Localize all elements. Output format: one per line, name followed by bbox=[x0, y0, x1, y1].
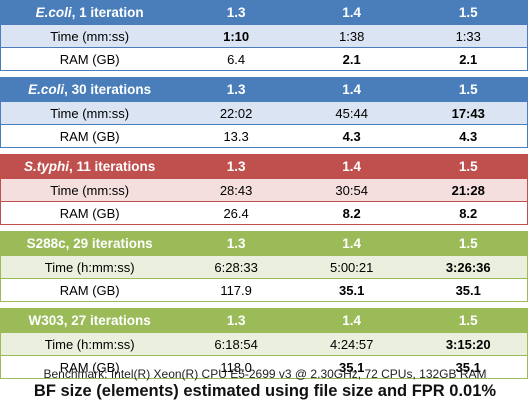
row-label: RAM (GB) bbox=[59, 128, 120, 144]
block-title: E.coli, 1 iteration bbox=[1, 5, 178, 20]
table-cell: 6.4 bbox=[227, 51, 246, 67]
row-label: RAM (GB) bbox=[59, 205, 120, 221]
row-label: RAM (GB) bbox=[59, 359, 120, 375]
block-title: S.typhi, 11 iterations bbox=[1, 159, 178, 174]
table-cell: 118.0 bbox=[220, 359, 252, 375]
block-title-detail: , 1 iteration bbox=[71, 5, 144, 20]
table-block-ecoli-1: E.coli, 1 iteration 1.3 1.4 1.5 Time (mm… bbox=[0, 0, 528, 71]
column-header: 1.4 bbox=[342, 5, 362, 20]
block-title-organism: E.coli bbox=[28, 82, 65, 97]
table-block-ecoli-30: E.coli, 30 iterations 1.3 1.4 1.5 Time (… bbox=[0, 77, 528, 148]
block-header: S288c, 29 iterations 1.3 1.4 1.5 bbox=[0, 231, 528, 256]
table-cell: 5:00:21 bbox=[329, 259, 374, 275]
block-title-detail: , 11 iterations bbox=[69, 159, 156, 174]
table-cell: 35.1 bbox=[339, 282, 365, 298]
table-block-w303-27: W303, 27 iterations 1.3 1.4 1.5 Time (h:… bbox=[0, 308, 528, 379]
table-cell: 117.9 bbox=[220, 282, 252, 298]
table-cell: 35.1 bbox=[455, 282, 481, 298]
benchmark-table: E.coli, 1 iteration 1.3 1.4 1.5 Time (mm… bbox=[0, 0, 528, 379]
table-cell: 17:43 bbox=[451, 105, 485, 121]
block-title: W303, 27 iterations bbox=[28, 313, 151, 328]
column-header: 1.3 bbox=[226, 236, 246, 251]
table-block-s288c-29: S288c, 29 iterations 1.3 1.4 1.5 Time (h… bbox=[0, 231, 528, 302]
table-cell: 26.4 bbox=[223, 205, 249, 221]
block-header: W303, 27 iterations 1.3 1.4 1.5 bbox=[0, 308, 528, 333]
column-header: 1.5 bbox=[458, 313, 478, 328]
table-row: Time (mm:ss) 28:43 30:54 21:28 bbox=[0, 179, 528, 202]
table-cell: 3:15:20 bbox=[445, 336, 491, 352]
column-header: 1.4 bbox=[342, 236, 362, 251]
block-title: S288c, 29 iterations bbox=[26, 236, 153, 251]
block-header: S.typhi, 11 iterations 1.3 1.4 1.5 bbox=[0, 154, 528, 179]
table-cell: 35.1 bbox=[455, 359, 481, 375]
row-label: Time (mm:ss) bbox=[50, 105, 130, 121]
table-cell: 4.3 bbox=[342, 128, 361, 144]
table-cell: 35.1 bbox=[339, 359, 365, 375]
column-header: 1.4 bbox=[342, 159, 362, 174]
table-cell: 8.2 bbox=[342, 205, 361, 221]
column-header: 1.5 bbox=[458, 236, 478, 251]
table-cell: 45:44 bbox=[335, 105, 368, 121]
table-row: Time (mm:ss) 1:10 1:38 1:33 bbox=[0, 25, 528, 48]
table-row: Time (h:mm:ss) 6:18:54 4:24:57 3:15:20 bbox=[0, 333, 528, 356]
table-cell: 8.2 bbox=[459, 205, 478, 221]
table-cell: 6:28:33 bbox=[214, 259, 258, 275]
table-block-styphi-11: S.typhi, 11 iterations 1.3 1.4 1.5 Time … bbox=[0, 154, 528, 225]
table-cell: 22:02 bbox=[219, 105, 253, 121]
table-cell: 3:26:36 bbox=[445, 259, 491, 275]
table-cell: 4:24:57 bbox=[329, 336, 374, 352]
row-label: RAM (GB) bbox=[59, 51, 120, 67]
row-label: Time (h:mm:ss) bbox=[44, 336, 135, 352]
row-label: Time (h:mm:ss) bbox=[44, 259, 135, 275]
table-cell: 2.1 bbox=[459, 51, 478, 67]
table-cell: 30:54 bbox=[335, 182, 368, 198]
column-header: 1.4 bbox=[342, 313, 362, 328]
column-header: 1.3 bbox=[226, 5, 246, 20]
block-title-organism: S.typhi bbox=[24, 159, 70, 174]
table-row: RAM (GB) 13.3 4.3 4.3 bbox=[0, 125, 528, 148]
table-cell: 21:28 bbox=[451, 182, 485, 198]
column-header: 1.5 bbox=[458, 159, 478, 174]
column-header: 1.3 bbox=[226, 159, 246, 174]
table-cell: 1:38 bbox=[339, 28, 365, 44]
block-title-detail: , 30 iterations bbox=[64, 82, 152, 97]
block-header: E.coli, 1 iteration 1.3 1.4 1.5 bbox=[0, 0, 528, 25]
table-cell: 13.3 bbox=[223, 128, 249, 144]
block-title-organism: E.coli bbox=[35, 5, 72, 20]
column-header: 1.5 bbox=[458, 82, 478, 97]
table-row: RAM (GB) 118.0 35.1 35.1 bbox=[0, 356, 528, 379]
table-cell: 2.1 bbox=[342, 51, 361, 67]
row-label: Time (mm:ss) bbox=[50, 28, 130, 44]
table-cell: 28:43 bbox=[219, 182, 253, 198]
table-row: RAM (GB) 6.4 2.1 2.1 bbox=[0, 48, 528, 71]
table-cell: 4.3 bbox=[459, 128, 478, 144]
block-header: E.coli, 30 iterations 1.3 1.4 1.5 bbox=[0, 77, 528, 102]
table-cell: 6:18:54 bbox=[214, 336, 258, 352]
table-row: RAM (GB) 117.9 35.1 35.1 bbox=[0, 279, 528, 302]
table-row: RAM (GB) 26.4 8.2 8.2 bbox=[0, 202, 528, 225]
table-cell: 1:10 bbox=[223, 28, 250, 44]
column-header: 1.5 bbox=[458, 5, 478, 20]
block-title: E.coli, 30 iterations bbox=[1, 82, 178, 97]
row-label: Time (mm:ss) bbox=[50, 182, 130, 198]
benchmark-caption: Benchmark: Intel(R) Xeon(R) CPU E5-2699 … bbox=[43, 367, 487, 381]
column-header: 1.4 bbox=[342, 82, 362, 97]
row-label: RAM (GB) bbox=[59, 282, 120, 298]
bf-size-note: BF size (elements) estimated using file … bbox=[33, 382, 497, 400]
table-row: Time (mm:ss) 22:02 45:44 17:43 bbox=[0, 102, 528, 125]
column-header: 1.3 bbox=[226, 82, 246, 97]
table-row: Time (h:mm:ss) 6:28:33 5:00:21 3:26:36 bbox=[0, 256, 528, 279]
column-header: 1.3 bbox=[226, 313, 246, 328]
table-cell: 1:33 bbox=[455, 28, 481, 44]
